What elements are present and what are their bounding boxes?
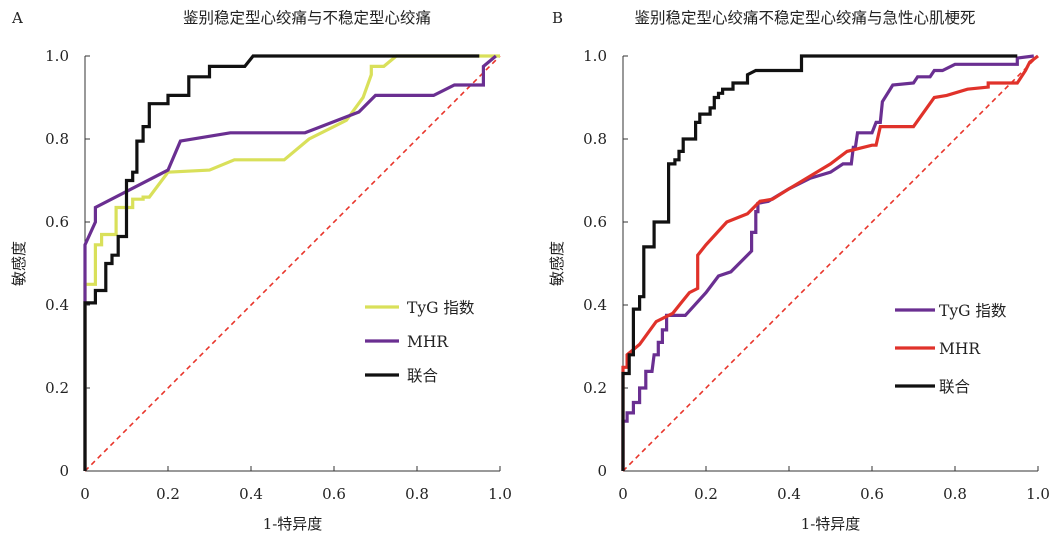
roc-curve-series-2 (83, 54, 480, 471)
legend-label-series-2: 联合 (407, 367, 439, 385)
panel-a: A 鉴别稳定型心绞痛与不稳定型心绞痛 0 0.2 0.4 0.6 0.8 1.0 0 0.2 0.4… (10, 9, 512, 533)
chart-title: 鉴别稳定型心绞痛不稳定型心绞痛与急性心肌梗死 (634, 9, 975, 27)
legend-label-series-0: TyG 指数 (407, 299, 475, 317)
x-tick-label: 1.0 (488, 485, 512, 503)
panel-b: B 鉴别稳定型心绞痛不稳定型心绞痛与急性心肌梗死 0 0.2 0.4 0.6 0.8 1.0 0… (548, 9, 1050, 533)
x-tick-label: 1.0 (1026, 485, 1050, 503)
legend: TyG 指数 MHR 联合 (365, 299, 475, 385)
y-tick-label: 0.6 (45, 213, 69, 231)
y-tick-label: 0 (59, 462, 69, 480)
y-axis-label: 敏感度 (548, 241, 566, 286)
panel-letter: A (11, 9, 23, 27)
legend: TyG 指数 MHR 联合 (895, 302, 1007, 396)
reference-diagonal-line (84, 55, 501, 472)
y-tick-label: 0.8 (45, 130, 69, 148)
x-tick-label: 0.6 (322, 485, 346, 503)
chart-title: 鉴别稳定型心绞痛与不稳定型心绞痛 (183, 9, 431, 27)
y-tick-label: 1.0 (45, 47, 69, 65)
y-tick-label: 0.4 (45, 296, 69, 314)
roc-curve-series-1 (621, 54, 1039, 471)
x-axis-label: 1-特异度 (801, 515, 861, 533)
x-tick-label: 0.2 (694, 485, 718, 503)
roc-curve-series-1 (83, 54, 497, 471)
y-tick-label: 0.6 (583, 213, 607, 231)
x-tick-label: 0.2 (156, 485, 180, 503)
x-tick-label: 0.4 (777, 485, 801, 503)
roc-curve-series-0 (621, 54, 1035, 471)
legend-label-series-2: 联合 (939, 378, 971, 396)
panel-letter: B (552, 9, 563, 27)
x-axis-label: 1-特异度 (263, 515, 323, 533)
y-tick-label: 1.0 (583, 47, 607, 65)
legend-label-series-0: TyG 指数 (939, 302, 1007, 320)
y-axis-label: 敏感度 (10, 241, 28, 286)
roc-curve-series-2 (621, 54, 1018, 471)
legend-label-series-1: MHR (407, 333, 449, 351)
legend-label-series-1: MHR (939, 340, 981, 358)
y-tick-label: 0 (597, 462, 607, 480)
y-tick-label: 0.2 (583, 379, 607, 397)
y-tick-label: 0.2 (45, 379, 69, 397)
y-tick-label: 0.4 (583, 296, 607, 314)
x-tick-label: 0 (618, 485, 628, 503)
roc-curve-series-0 (83, 54, 500, 471)
x-tick-label: 0.4 (239, 485, 263, 503)
x-tick-label: 0.8 (405, 485, 429, 503)
reference-diagonal-line (622, 55, 1039, 472)
x-tick-label: 0.6 (860, 485, 884, 503)
x-tick-label: 0.8 (943, 485, 967, 503)
y-tick-label: 0.8 (583, 130, 607, 148)
x-tick-label: 0 (80, 485, 90, 503)
